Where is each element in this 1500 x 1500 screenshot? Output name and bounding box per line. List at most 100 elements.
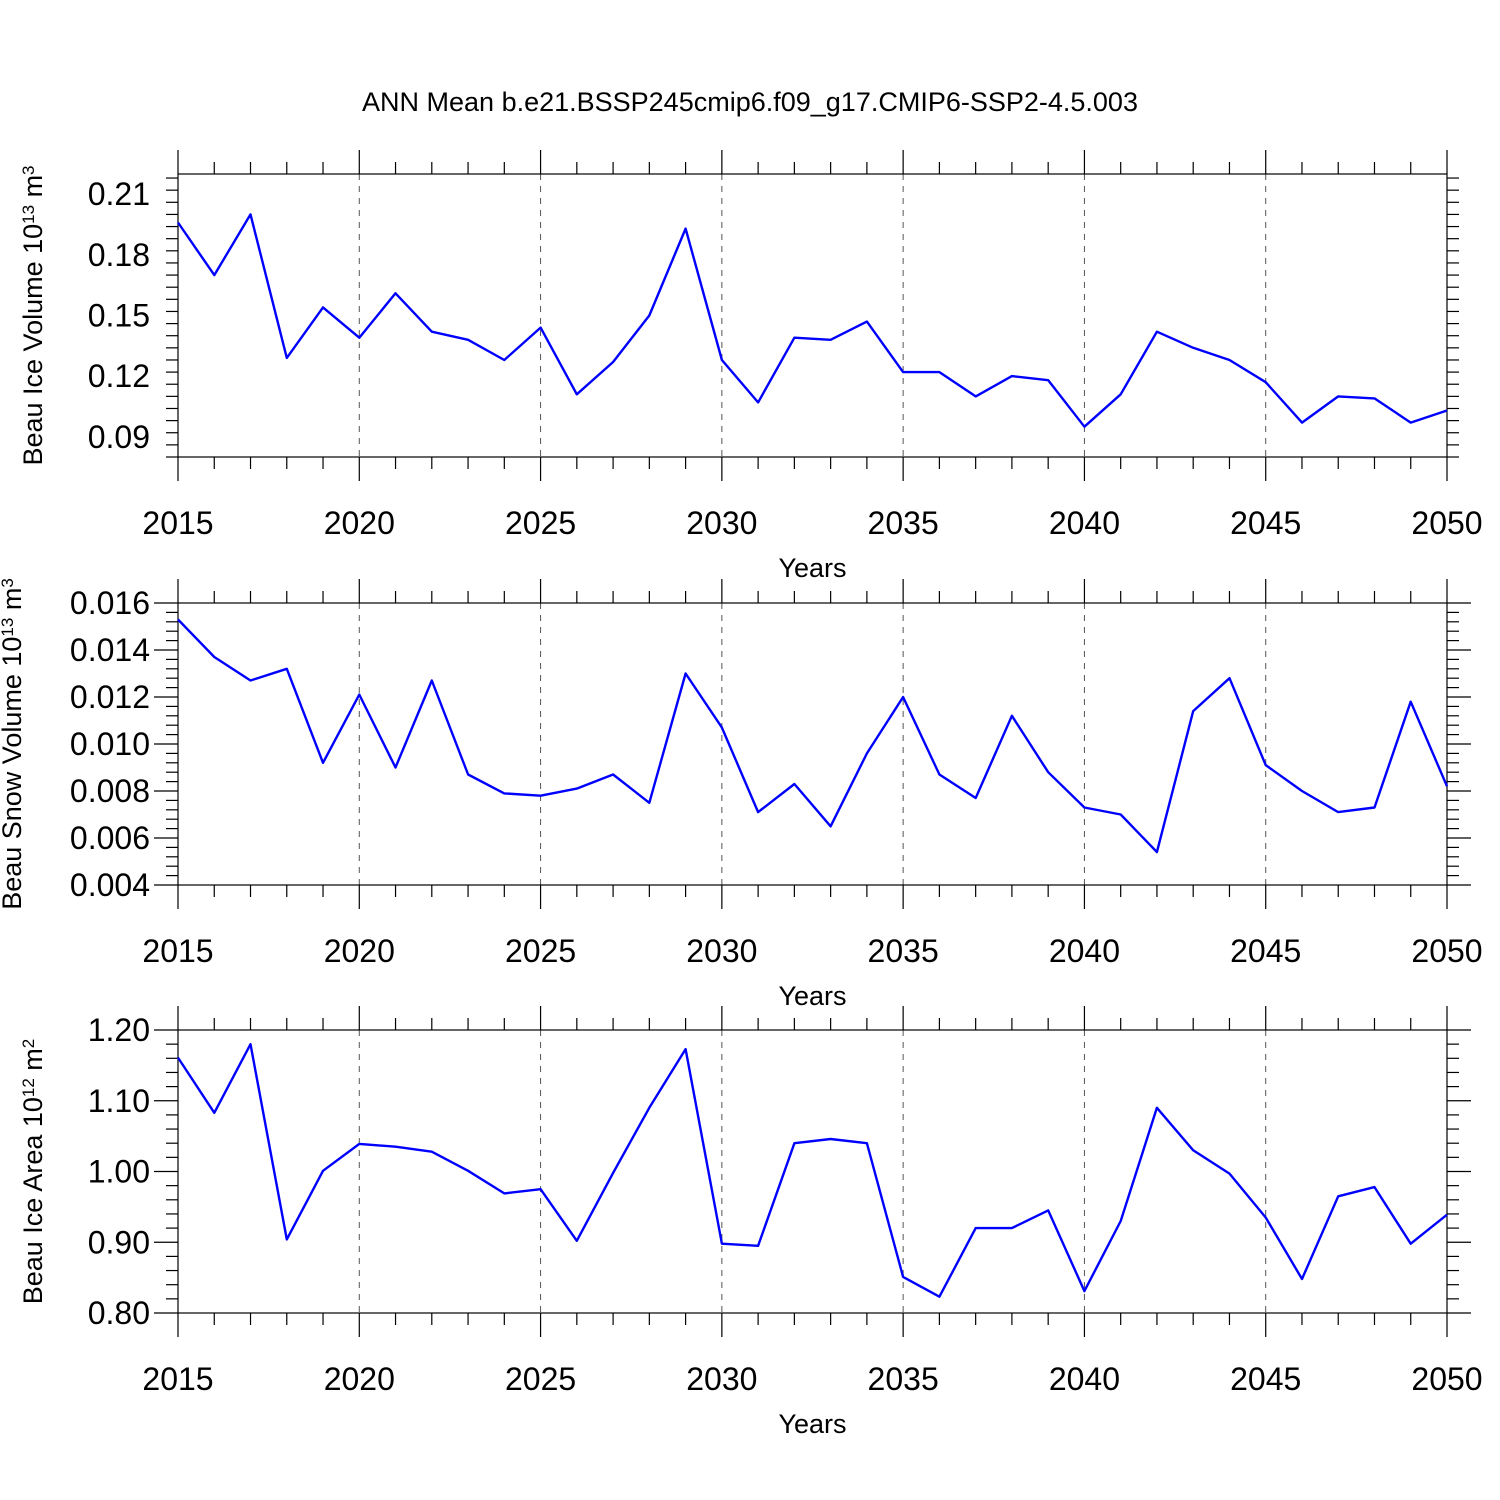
series-line [176, 1042, 1448, 1298]
data-point [1299, 420, 1304, 425]
data-point [901, 695, 906, 700]
y-tick-label: 0.90 [88, 1224, 150, 1260]
panels: 0.09 0.12 0.15 0.18 0.21 2015 2020 2025 2030 2035… [0, 150, 1483, 1439]
data-point [864, 319, 869, 324]
x-tick-label: 2015 [142, 933, 213, 969]
y-tick-label: 0.18 [88, 237, 150, 273]
data-point [719, 725, 724, 730]
data-point [756, 810, 761, 815]
data-point [466, 1168, 471, 1173]
data-point [176, 617, 181, 622]
data-point [538, 325, 543, 330]
x-tick-label: 2025 [505, 933, 576, 969]
data-point [1445, 1212, 1450, 1217]
x-tick-label: 2035 [868, 1361, 939, 1397]
y-tick-label: 1.00 [88, 1154, 150, 1190]
y-tick-label: 1.10 [88, 1083, 150, 1119]
x-tick-label: 2040 [1049, 933, 1120, 969]
data-point [357, 335, 362, 340]
data-point [538, 1187, 543, 1192]
x-tick-label: 2020 [324, 1361, 395, 1397]
data-point [937, 1294, 942, 1299]
x-axis-title: Years [778, 1409, 846, 1439]
x-tick-label: 2045 [1230, 1361, 1301, 1397]
data-point [212, 655, 217, 660]
data-point [502, 791, 507, 796]
data-point [611, 1170, 616, 1175]
data-point [502, 1191, 507, 1196]
panel-3: 0.80 0.90 1.00 1.10 1.20 2015 2020 2025 2030 2035… [18, 1006, 1483, 1439]
data-point [502, 357, 507, 362]
data-point [828, 824, 833, 829]
data-point [357, 1141, 362, 1146]
data-point [212, 273, 217, 278]
data-point [828, 1136, 833, 1141]
x-tick-label: 2015 [142, 505, 213, 541]
data-point [1372, 805, 1377, 810]
plot-frame [177, 173, 1448, 458]
y-tick-label: 0.80 [88, 1295, 150, 1331]
data-point [212, 1110, 217, 1115]
data-point [429, 678, 434, 683]
data-point [574, 1238, 579, 1243]
data-point [756, 1243, 761, 1248]
data-point [864, 751, 869, 756]
data-point [1227, 357, 1232, 362]
data-point [176, 220, 181, 225]
data-point [1009, 1226, 1014, 1231]
y-tick-label: 0.008 [70, 773, 150, 809]
x-axis-title: Years [778, 553, 846, 583]
figure-title: ANN Mean b.e21.BSSP245cmip6.f09_g17.CMIP… [362, 87, 1138, 117]
data-point [756, 400, 761, 405]
series-line [177, 213, 1448, 428]
panel-2: 0.004 0.006 0.008 0.010 0.012 0.014 0.016 2015 2… [0, 578, 1483, 1011]
data-point [683, 226, 688, 231]
data-point [466, 772, 471, 777]
data-point [611, 772, 616, 777]
data-point [393, 765, 398, 770]
data-point [647, 1105, 652, 1110]
data-point [937, 772, 942, 777]
data-point [176, 1055, 181, 1060]
data-point [937, 370, 942, 375]
data-point [1408, 699, 1413, 704]
series-line [177, 618, 1449, 854]
data-point [683, 1047, 688, 1052]
data-point [248, 678, 253, 683]
y-axis-title: Beau Snow Volume 1013 m3 [0, 578, 27, 910]
data-point [1299, 1277, 1304, 1282]
data-point [357, 692, 362, 697]
data-point [1372, 396, 1377, 401]
data-point [321, 1168, 326, 1173]
data-point [901, 370, 906, 375]
data-point [1082, 1289, 1087, 1294]
data-point [1336, 1194, 1341, 1199]
data-point [611, 359, 616, 364]
x-tick-label: 2050 [1411, 933, 1482, 969]
x-tick-label: 2045 [1230, 505, 1301, 541]
data-point [1372, 1185, 1377, 1190]
data-point [973, 394, 978, 399]
y-tick-label: 0.12 [88, 358, 150, 394]
panel-1: 0.09 0.12 0.15 0.18 0.21 2015 2020 2025 2030 2035… [18, 150, 1483, 583]
data-point [284, 355, 289, 360]
data-point [429, 1149, 434, 1154]
y-tick-label: 0.09 [88, 419, 150, 455]
data-point [792, 335, 797, 340]
data-point [248, 1042, 253, 1047]
x-tick-label: 2015 [142, 1361, 213, 1397]
data-point [973, 796, 978, 801]
data-point [1227, 1171, 1232, 1176]
data-point [321, 305, 326, 310]
x-tick-label: 2035 [868, 933, 939, 969]
data-point [574, 786, 579, 791]
data-point [1118, 1219, 1123, 1224]
data-point [647, 313, 652, 318]
data-point [1118, 812, 1123, 817]
y-tick-label: 0.15 [88, 298, 150, 334]
data-point [1336, 810, 1341, 815]
data-point [1009, 374, 1014, 379]
x-tick-label: 2020 [324, 505, 395, 541]
data-point [393, 1144, 398, 1149]
